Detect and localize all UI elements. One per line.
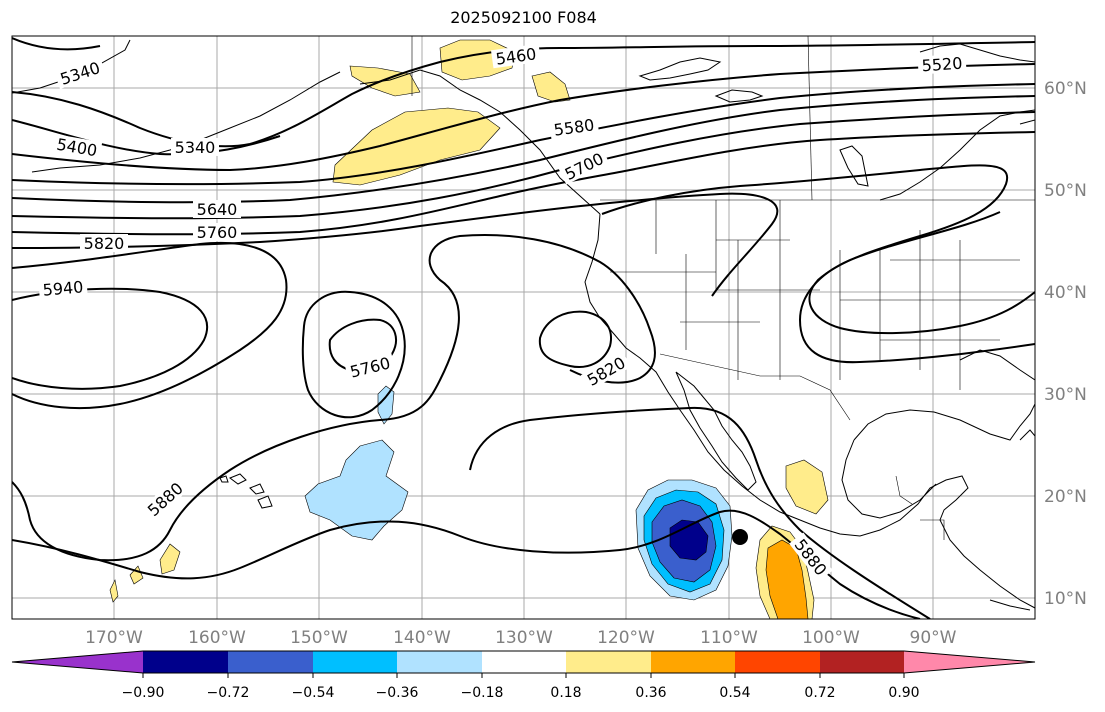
lon-label: 90°W bbox=[910, 628, 957, 648]
lon-label: 100°W bbox=[802, 628, 860, 648]
positive-region-yukon bbox=[531, 71, 571, 103]
graticule bbox=[12, 36, 1035, 619]
colorbar-tick-label: 0.36 bbox=[635, 685, 666, 701]
colorbar-cell bbox=[313, 651, 397, 673]
colorbar-cell bbox=[735, 651, 820, 673]
lat-label: 10°N bbox=[1044, 589, 1087, 609]
contour-label: 5760 bbox=[197, 223, 238, 242]
contour-label: 5640 bbox=[197, 200, 238, 219]
colorbar-cell bbox=[482, 651, 566, 673]
lat-label: 20°N bbox=[1044, 487, 1087, 507]
colorbar-tick-label: −0.36 bbox=[376, 685, 419, 701]
colorbar-cell bbox=[228, 651, 313, 673]
colorbar-cell bbox=[651, 651, 735, 673]
colorbar-cell bbox=[820, 651, 904, 673]
lon-label: 160°W bbox=[188, 628, 246, 648]
lon-label: 110°W bbox=[700, 628, 758, 648]
contour-label: 5340 bbox=[175, 138, 216, 157]
lon-label: 140°W bbox=[393, 628, 451, 648]
colorbar-cell bbox=[397, 651, 482, 673]
colorbar-tick-label: −0.90 bbox=[122, 685, 165, 701]
positive-region-hawaii-b bbox=[129, 565, 144, 585]
lat-label: 40°N bbox=[1044, 283, 1087, 303]
longitude-labels: 170°W 160°W 150°W 140°W 130°W 120°W 110°… bbox=[85, 628, 957, 648]
latitude-labels: 60°N 50°N 40°N 30°N 20°N 10°N bbox=[1044, 79, 1087, 609]
colorbar-tick-label: 0.18 bbox=[550, 685, 581, 701]
lon-label: 120°W bbox=[597, 628, 655, 648]
colorbar-tick-labels: −0.90 −0.72 −0.54 −0.36 −0.18 0.18 0.36 … bbox=[122, 685, 920, 701]
contour-label: 5820 bbox=[84, 234, 125, 253]
colorbar-cell bbox=[904, 651, 1035, 673]
colorbar-cell bbox=[566, 651, 651, 673]
lat-label: 30°N bbox=[1044, 385, 1087, 405]
colorbar bbox=[11, 650, 1036, 674]
positive-region-gulf-alaska bbox=[332, 107, 501, 186]
lon-label: 150°W bbox=[290, 628, 348, 648]
colorbar-tick-label: 0.54 bbox=[719, 685, 750, 701]
colorbar-cell bbox=[12, 651, 143, 673]
map-frame bbox=[11, 35, 1036, 620]
colorbar-tick-label: −0.54 bbox=[292, 685, 335, 701]
shaded-anomalies bbox=[109, 39, 829, 619]
positive-region-mexico bbox=[785, 459, 829, 515]
colorbar-tick-label: 0.72 bbox=[804, 685, 835, 701]
colorbar-ticks bbox=[142, 673, 905, 678]
lon-label: 170°W bbox=[85, 628, 143, 648]
colorbar-tick-label: −0.18 bbox=[461, 685, 504, 701]
lat-label: 60°N bbox=[1044, 79, 1087, 99]
colorbar-cell bbox=[143, 651, 228, 673]
negative-region-small bbox=[377, 385, 395, 425]
contour-label: 5520 bbox=[921, 54, 963, 76]
positive-region-hawaii-c bbox=[109, 579, 119, 603]
positive-region-core bbox=[765, 539, 809, 619]
colorbar-tick-label: −0.72 bbox=[207, 685, 250, 701]
storm-center-marker bbox=[732, 529, 748, 545]
map-title: 2025092100 F084 bbox=[450, 8, 597, 27]
positive-region-hawaii-a bbox=[159, 543, 181, 575]
colorbar-tick-label: 0.90 bbox=[888, 685, 919, 701]
lat-label: 50°N bbox=[1044, 181, 1087, 201]
lon-label: 130°W bbox=[495, 628, 553, 648]
contour-label: 5940 bbox=[42, 277, 84, 299]
political-borders bbox=[411, 36, 1035, 540]
